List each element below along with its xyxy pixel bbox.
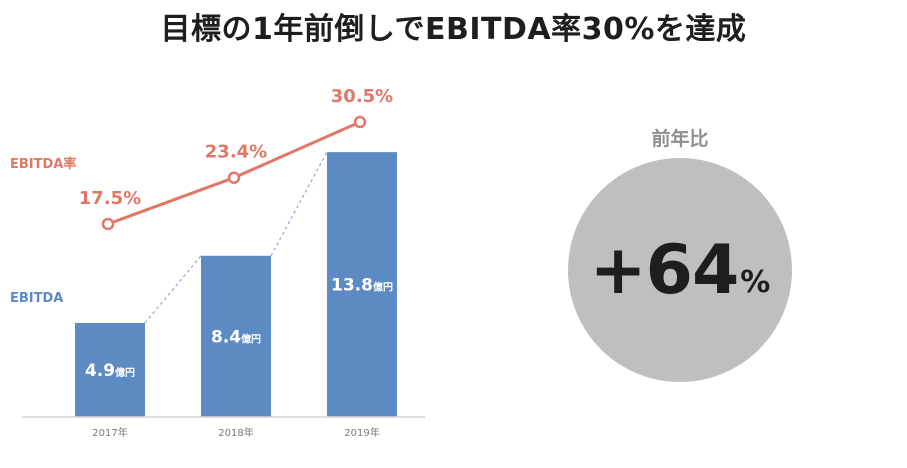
yoy-unit: % xyxy=(740,264,771,300)
yoy-value: +64 xyxy=(589,230,740,310)
ebitda-rate-point-2 xyxy=(353,115,367,129)
bar-connector-1 xyxy=(270,151,328,257)
bar-0 xyxy=(75,322,145,417)
ebitda-rate-point-0 xyxy=(101,217,115,231)
legend-ebitda: EBITDA xyxy=(10,291,63,306)
ebitda-rate-label-0: 17.5% xyxy=(79,188,141,209)
bar-2 xyxy=(327,152,397,417)
yoy-circle: +64% xyxy=(568,158,792,382)
bar-value-label-1: 8.4億円 xyxy=(211,327,261,347)
x-tick-label-1: 2018年 xyxy=(218,426,253,439)
yoy-label: 前年比 xyxy=(651,128,709,150)
ebitda-rate-point-1 xyxy=(227,171,241,184)
chart-title: 目標の1年前倒しでEBITDA率30%を達成 xyxy=(160,12,747,47)
x-tick-label-0: 2017年 xyxy=(92,426,127,439)
x-tick-label-2: 2019年 xyxy=(344,426,379,439)
ebitda-rate-label-2: 30.5% xyxy=(331,86,393,107)
bar-value-label-0: 4.9億円 xyxy=(85,361,135,381)
ebitda-chart: 4.9億円 8.4億円 13.8億円 2017年 2018年 2019年 17.5% 23… xyxy=(10,86,425,439)
legend-ebitda-rate: EBITDA率 xyxy=(10,156,76,172)
bar-1 xyxy=(201,255,271,417)
bar-connector-0 xyxy=(144,255,202,324)
bar-value-label-2: 13.8億円 xyxy=(331,276,393,296)
ebitda-rate-label-1: 23.4% xyxy=(205,142,267,163)
